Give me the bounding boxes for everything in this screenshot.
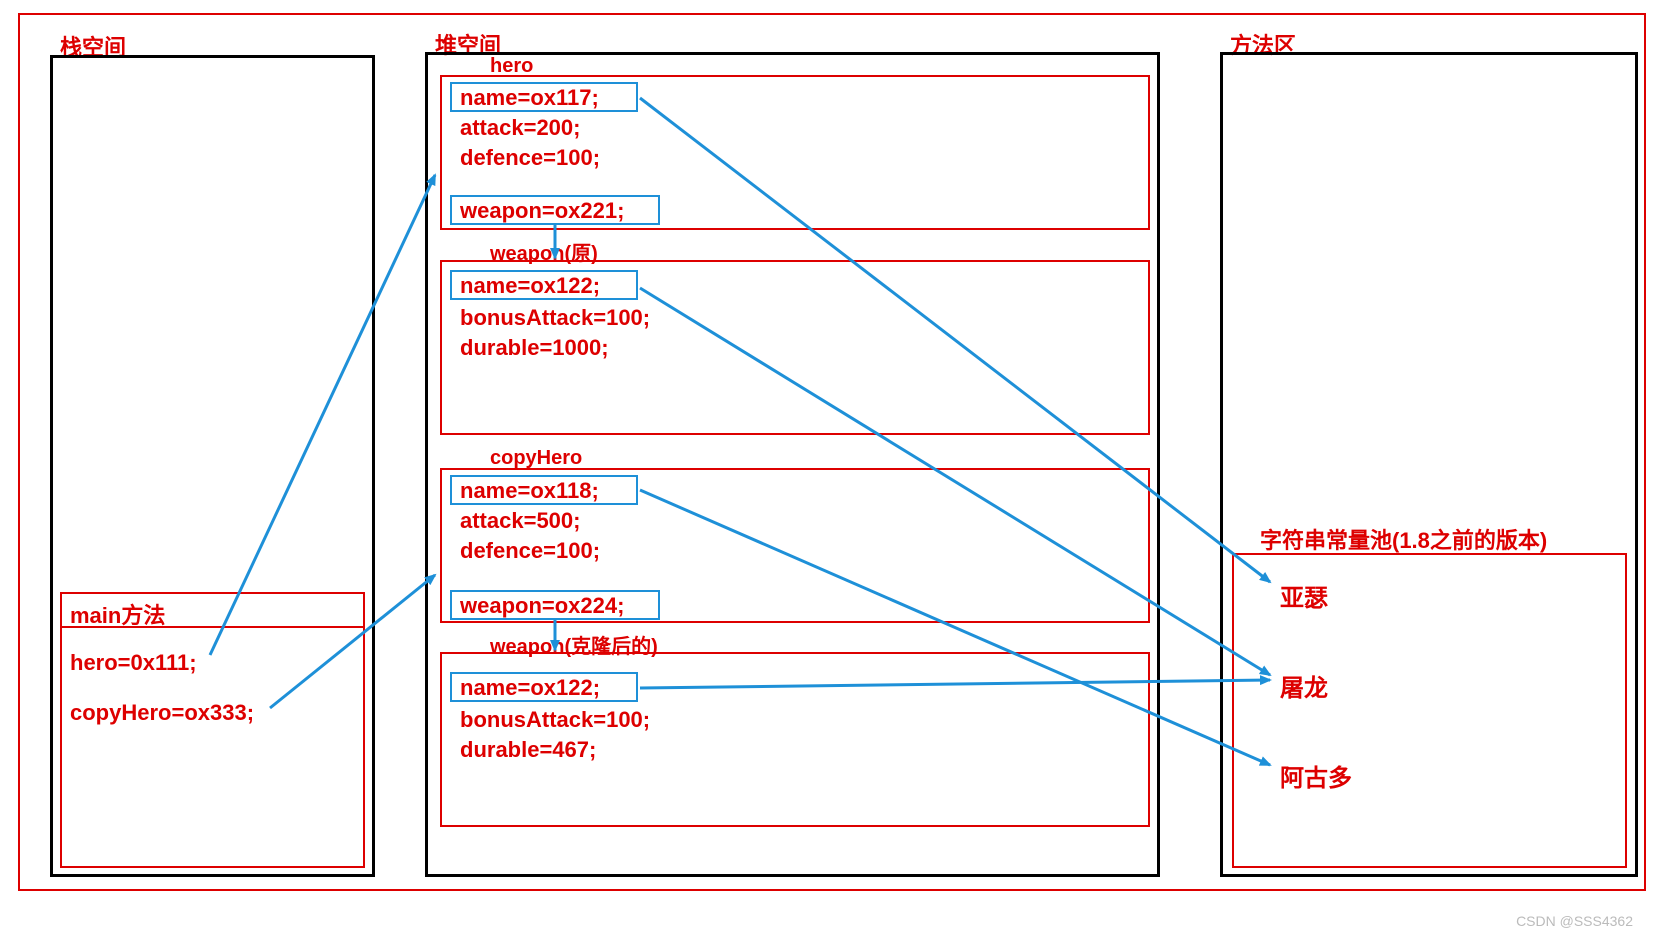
arrow-copyhero-name-string <box>640 490 1270 765</box>
arrows-layer <box>0 0 1661 935</box>
arrow-hero-ref <box>210 175 435 655</box>
arrow-weapon-clone-string <box>640 680 1270 688</box>
arrow-weapon-orig-string <box>640 288 1270 675</box>
arrow-copyhero-ref <box>270 575 435 708</box>
arrow-hero-name-string <box>640 98 1270 582</box>
